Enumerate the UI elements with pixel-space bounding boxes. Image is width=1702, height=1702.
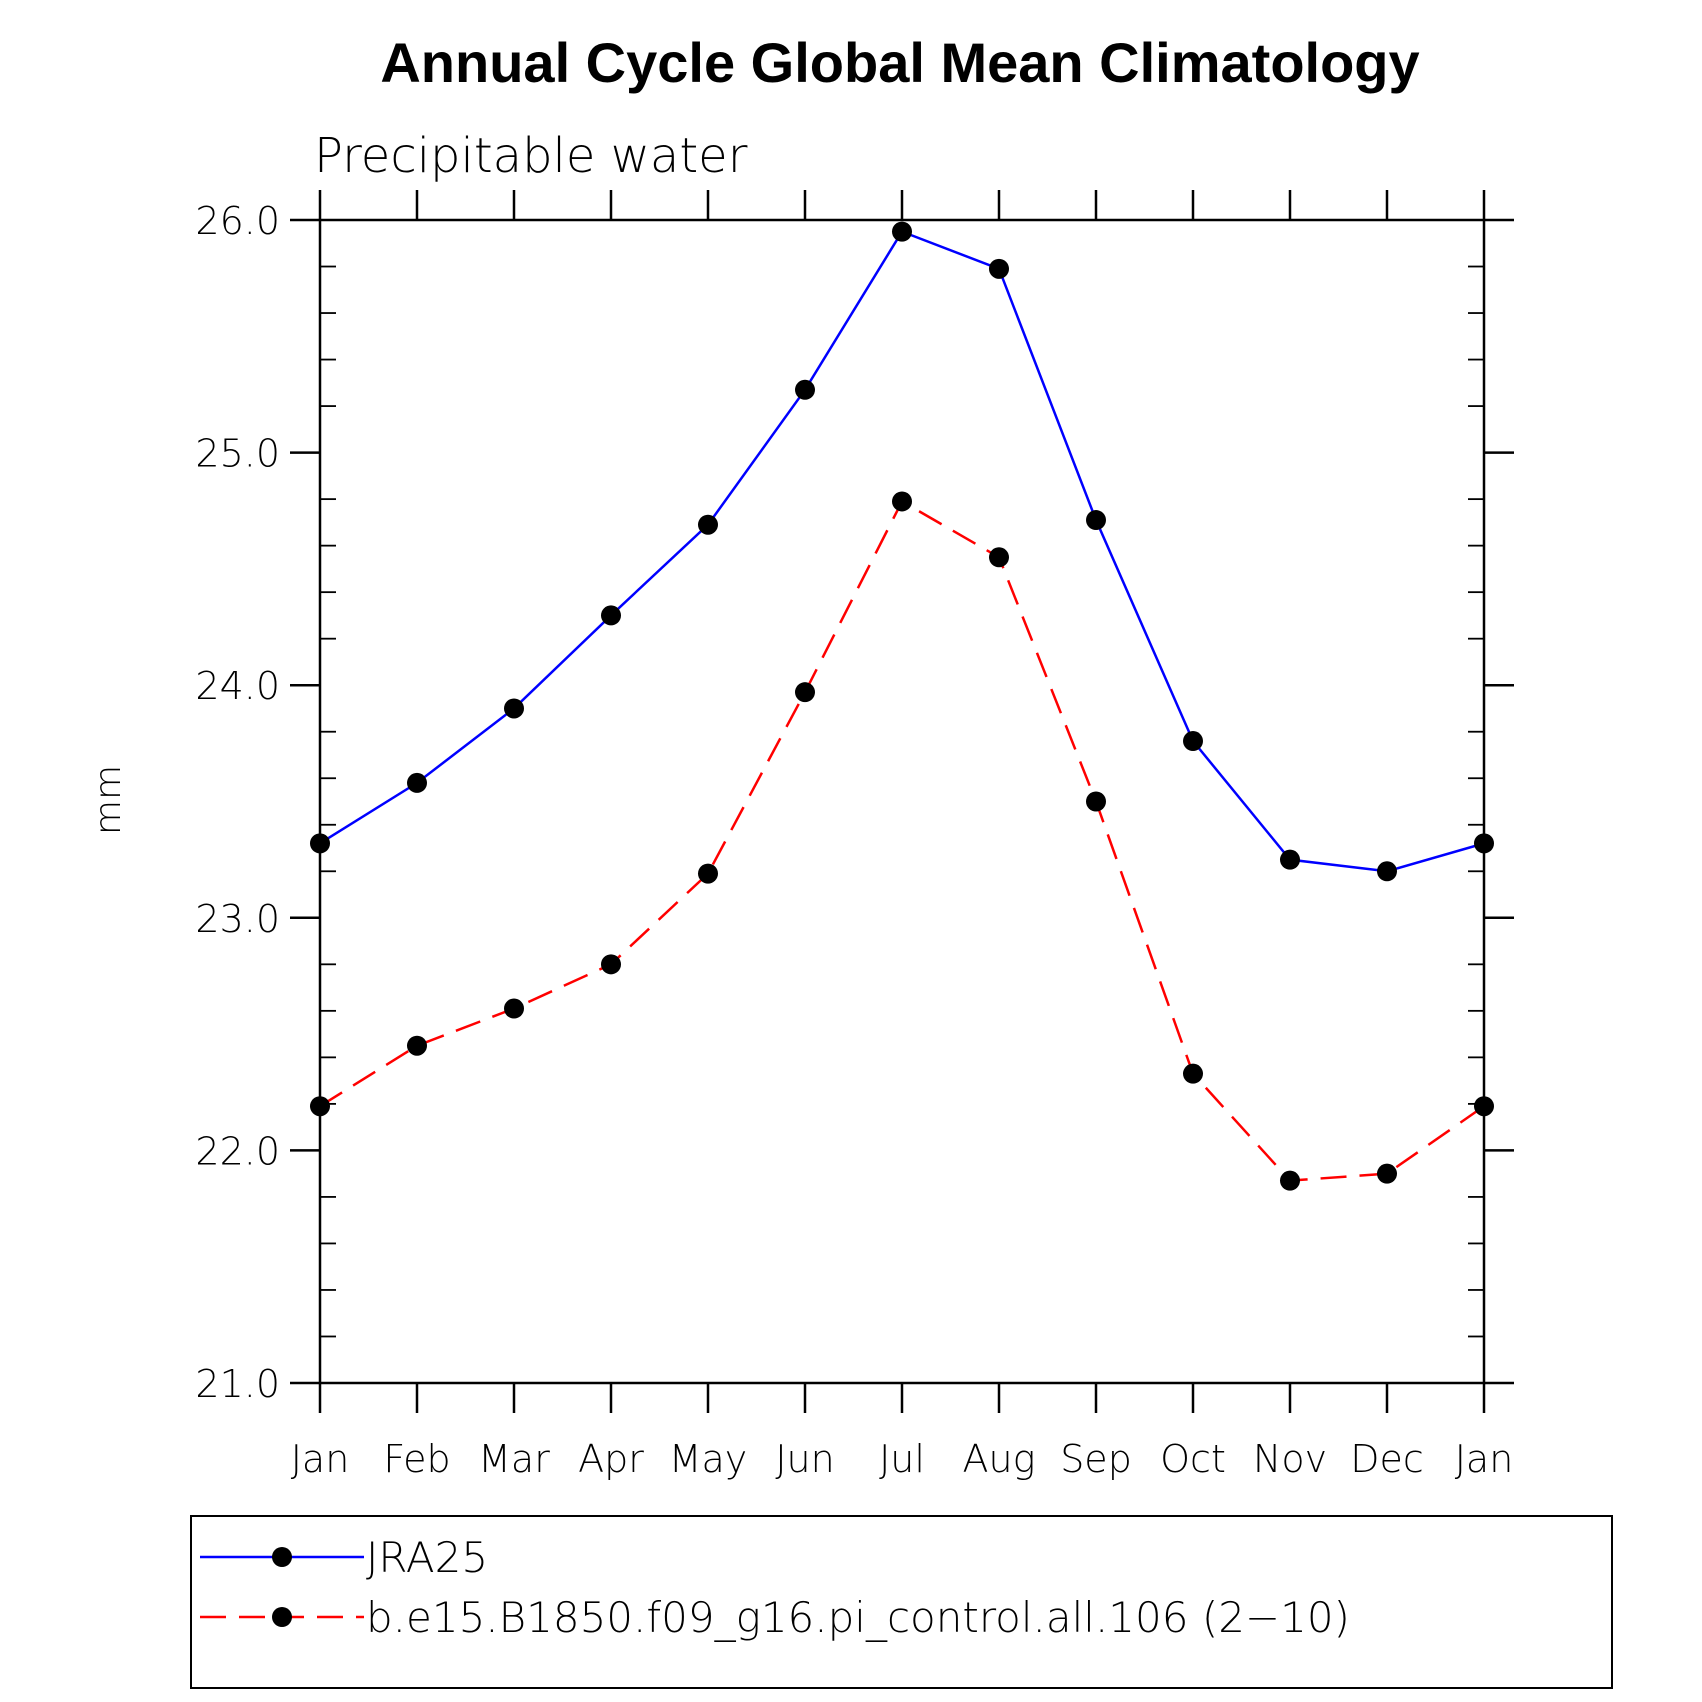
y-tick-label: 22.0 <box>195 1129 280 1173</box>
series-0-point <box>1474 833 1494 854</box>
x-tick-label: Sep <box>1060 1437 1132 1481</box>
series-1-point <box>1086 791 1106 812</box>
series-0-point <box>310 833 330 854</box>
series-1-point <box>601 954 621 975</box>
series-1-point <box>989 547 1009 568</box>
series-0-point <box>795 379 815 400</box>
x-tick-label: Oct <box>1160 1437 1226 1481</box>
series-1-point <box>407 1035 427 1056</box>
plot-frame <box>318 218 1486 1385</box>
x-tick-label: Jul <box>879 1437 925 1481</box>
series-line-1 <box>319 499 1485 1182</box>
axes: 21.0 22.0 23.0 24.0 25.0 26.0 Jan Feb Mar Apr May J… <box>195 190 1514 1481</box>
series-0-point <box>989 258 1009 279</box>
y-axis-label: mm <box>88 765 129 835</box>
series-1-point <box>504 998 524 1019</box>
series-0-point <box>1377 861 1397 882</box>
legend-label-1: b.e15.B1850.f09_g16.pi_control.all.106 (… <box>366 1593 1350 1642</box>
legend-marker-0 <box>272 1547 292 1567</box>
series-0-point <box>407 772 427 793</box>
series-1-point <box>1280 1170 1300 1191</box>
series-1-point <box>310 1096 330 1117</box>
y-tick-label: 26.0 <box>195 199 280 243</box>
series-0-point <box>1086 510 1106 531</box>
series-0-point <box>698 514 718 535</box>
series-0-point <box>504 698 524 719</box>
series-0-point <box>1183 731 1203 752</box>
y-tick-label: 21.0 <box>195 1362 280 1406</box>
chart-title: Annual Cycle Global Mean Climatology <box>380 31 1419 94</box>
series-1-point <box>795 682 815 703</box>
legend-marker-1 <box>272 1607 292 1627</box>
legend-label-0: JRA25 <box>366 1533 488 1582</box>
series-1-point <box>1183 1063 1203 1084</box>
series-1-point <box>1474 1096 1494 1117</box>
chart-subtitle: Precipitable water <box>314 128 748 184</box>
x-tick-label: Nov <box>1253 1437 1327 1481</box>
legend-box <box>190 1515 1613 1689</box>
x-tick-label: May <box>669 1437 748 1481</box>
x-tick-label: Feb <box>383 1437 450 1481</box>
x-tick-label: Aug <box>963 1437 1036 1481</box>
series-1-point <box>892 491 912 512</box>
y-tick-label: 24.0 <box>195 664 280 708</box>
series-layer <box>310 221 1494 1191</box>
x-tick-label: Mar <box>478 1437 550 1481</box>
y-tick-label: 23.0 <box>195 897 280 941</box>
x-tick-label: Jan <box>291 1437 350 1481</box>
x-tick-label: Dec <box>1350 1437 1424 1481</box>
series-0-point <box>1280 849 1300 870</box>
series-line-0 <box>319 230 1485 873</box>
y-tick-label: 25.0 <box>195 432 280 476</box>
x-tick-label: Apr <box>578 1437 644 1481</box>
legend: JRA25 b.e15.B1850.f09_g16.pi_control.all.… <box>190 1515 1613 1689</box>
x-tick-label: Jan <box>1455 1437 1514 1481</box>
series-0-point <box>892 221 912 242</box>
series-1-point <box>1377 1163 1397 1184</box>
x-tick-label: Jun <box>775 1437 834 1481</box>
series-1-point <box>698 863 718 884</box>
series-0-point <box>601 605 621 626</box>
